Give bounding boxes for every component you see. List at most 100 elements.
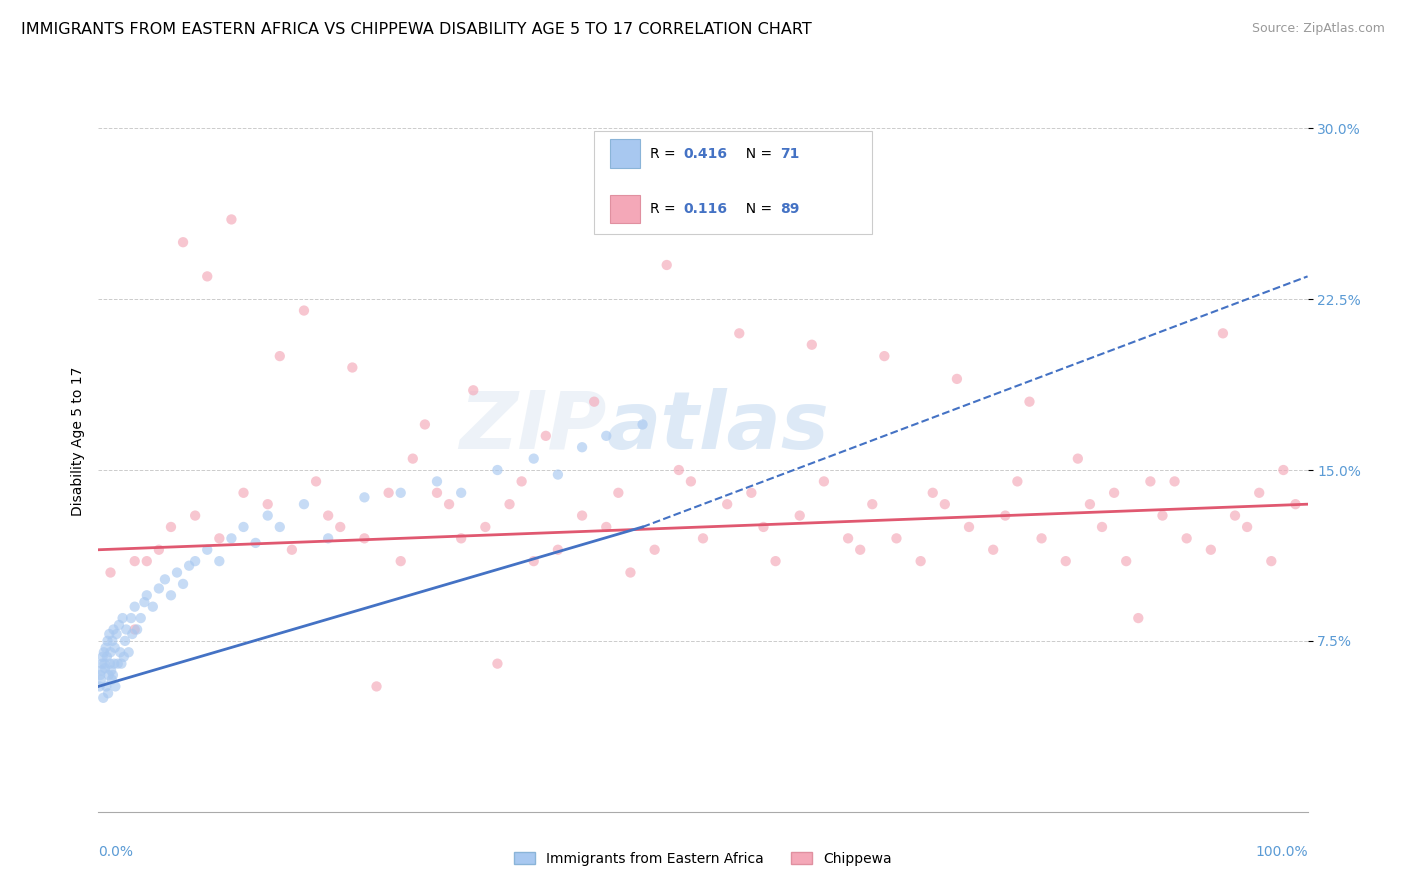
Point (166, 566, 188, 580)
Point (221, 212, 243, 227)
Text: N =: N = (737, 202, 776, 216)
Point (135, 554, 157, 568)
Point (101, 633, 124, 648)
Point (571, 440, 593, 454)
Point (316, 532, 339, 546)
Point (1018, 394, 1040, 409)
Point (179, 558, 201, 573)
Point (1260, 554, 1282, 568)
Point (1007, 475, 1029, 489)
Point (110, 657, 132, 671)
Point (94, 640, 117, 655)
Point (184, 554, 207, 568)
Point (269, 520, 291, 534)
Point (208, 532, 231, 546)
Text: 71: 71 (780, 146, 800, 161)
Point (486, 657, 509, 671)
Point (103, 623, 125, 637)
Point (886, 532, 908, 546)
Point (96, 633, 118, 648)
Point (366, 680, 388, 694)
Point (631, 417, 654, 432)
Point (668, 463, 690, 477)
Point (115, 623, 138, 637)
Point (1067, 451, 1090, 466)
Text: 0.0%: 0.0% (98, 845, 134, 859)
Point (534, 429, 557, 443)
Text: R =: R = (650, 202, 679, 216)
Point (96, 649, 118, 664)
Point (107, 657, 129, 671)
Point (353, 491, 375, 505)
Point (765, 554, 787, 568)
Point (245, 536, 267, 550)
Point (91, 649, 114, 664)
Point (934, 497, 956, 511)
Point (523, 554, 546, 568)
Y-axis label: Disability Age 5 to 17: Disability Age 5 to 17 (70, 367, 84, 516)
Point (232, 485, 254, 500)
Point (195, 542, 218, 557)
Point (269, 349, 291, 363)
Point (105, 627, 128, 641)
FancyBboxPatch shape (610, 195, 640, 223)
Point (124, 554, 146, 568)
Point (849, 542, 872, 557)
Point (644, 542, 666, 557)
Point (1199, 542, 1222, 557)
Text: atlas: atlas (606, 388, 830, 466)
Point (195, 269, 218, 284)
Point (994, 508, 1017, 523)
Point (112, 649, 135, 664)
Point (486, 463, 509, 477)
Point (450, 485, 472, 500)
Point (716, 497, 738, 511)
Point (1128, 611, 1150, 625)
Point (353, 532, 375, 546)
Point (1054, 554, 1077, 568)
Point (98, 627, 121, 641)
Point (172, 577, 194, 591)
Point (813, 475, 835, 489)
Point (104, 680, 127, 694)
Point (1284, 497, 1306, 511)
Legend: Immigrants from Eastern Africa, Chippewa: Immigrants from Eastern Africa, Chippewa (509, 847, 897, 871)
Point (134, 595, 156, 609)
Point (90, 664, 112, 678)
Point (208, 554, 231, 568)
Point (121, 627, 143, 641)
Point (595, 520, 617, 534)
Point (160, 520, 183, 534)
Point (547, 467, 569, 482)
Point (1236, 520, 1258, 534)
Point (1249, 485, 1271, 500)
Point (655, 258, 678, 272)
Point (873, 349, 896, 363)
Point (124, 623, 146, 637)
Text: 100.0%: 100.0% (1256, 845, 1308, 859)
Point (740, 485, 762, 500)
Point (679, 475, 702, 489)
Text: R =: R = (650, 146, 679, 161)
Text: 89: 89 (780, 202, 800, 216)
Point (921, 485, 943, 500)
Point (153, 573, 176, 587)
Point (981, 542, 1004, 557)
Point (837, 532, 859, 546)
Point (292, 303, 315, 318)
Point (232, 520, 254, 534)
Point (142, 599, 165, 614)
Point (184, 508, 207, 523)
Point (1272, 463, 1295, 477)
Point (523, 451, 546, 466)
Point (101, 668, 124, 682)
Text: 0.116: 0.116 (683, 202, 728, 216)
Point (752, 520, 775, 534)
Point (342, 360, 364, 375)
Point (583, 394, 606, 409)
Point (221, 532, 243, 546)
Point (148, 582, 170, 596)
Point (111, 611, 134, 625)
Point (103, 657, 125, 671)
Point (728, 326, 751, 341)
